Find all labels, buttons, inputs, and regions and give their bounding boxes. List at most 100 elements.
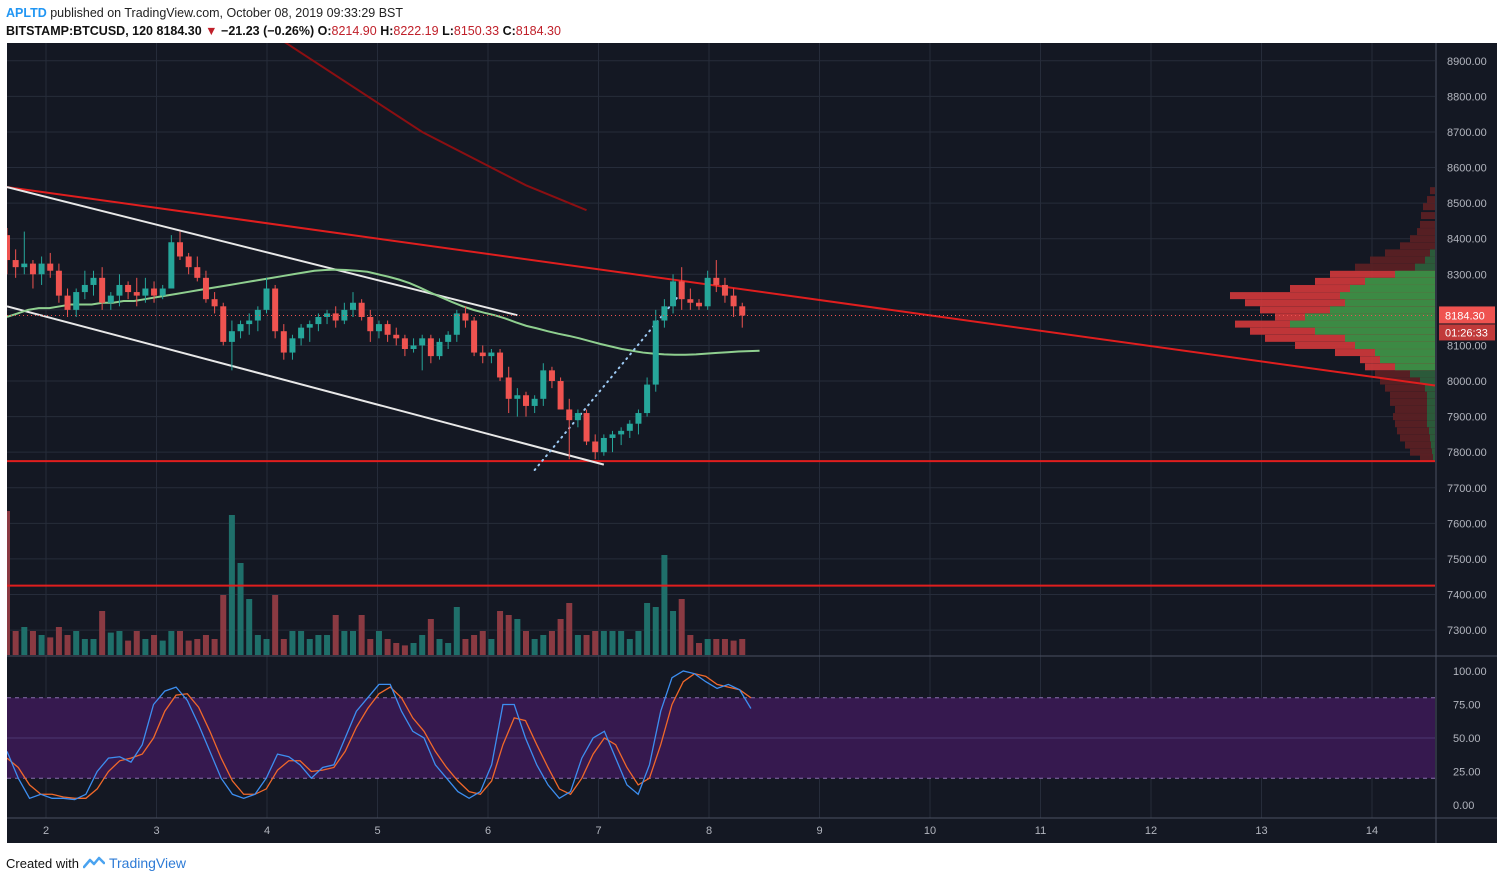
candle-body — [523, 395, 529, 406]
volume-bar — [652, 607, 659, 655]
volume-profile-row — [1385, 384, 1435, 392]
volume-bar — [116, 631, 123, 655]
candles — [4, 228, 746, 460]
volume-profile-up — [1330, 306, 1435, 314]
candle-body — [696, 302, 702, 307]
volume-bar — [670, 611, 677, 655]
volume-profile-up — [1430, 434, 1435, 442]
candle-body — [151, 288, 158, 296]
candle-body — [280, 331, 287, 353]
price-tick-label: 7900.00 — [1447, 412, 1487, 424]
stoch-tick-label: 0.00 — [1453, 800, 1474, 812]
candle-body — [185, 256, 192, 268]
stoch-tick-label: 100.00 — [1453, 666, 1487, 678]
volume-bar — [246, 599, 253, 655]
volume-profile-row — [1370, 256, 1435, 264]
time-tick-label: 9 — [816, 825, 822, 837]
volume-bar — [384, 639, 391, 655]
candle-body — [177, 242, 183, 257]
price-tick-label: 8100.00 — [1447, 340, 1487, 352]
volume-bar — [713, 639, 720, 655]
volume-profile-up — [1429, 427, 1435, 435]
ema200-line — [274, 35, 587, 212]
volume-bar — [90, 639, 97, 655]
candle-body — [81, 284, 88, 293]
volume-bar — [401, 645, 408, 655]
tradingview-brand[interactable]: TradingView — [108, 855, 187, 871]
countdown-badge — [1439, 324, 1495, 341]
author-link[interactable]: APLTD — [6, 6, 47, 20]
candle-body — [592, 441, 599, 453]
volume-bar — [583, 635, 590, 655]
volume-bar — [159, 640, 166, 655]
volume-profile-row — [1410, 235, 1435, 243]
volume-bar — [298, 631, 305, 655]
chart-header: APLTD published on TradingView.com, Octo… — [6, 4, 561, 42]
resistance-trendline — [6, 186, 1436, 387]
volume-bar — [462, 639, 469, 655]
volume-bar — [427, 619, 434, 655]
volume-profile-up — [1427, 413, 1435, 421]
volume-bar — [704, 639, 711, 655]
volume-bar — [635, 631, 642, 655]
volume-bar — [687, 635, 694, 655]
volume-bar — [375, 631, 382, 655]
volume-bar — [133, 631, 140, 655]
volume-bar — [151, 635, 158, 655]
candle-body — [159, 288, 166, 296]
candle-body — [350, 302, 356, 310]
time-tick-label: 4 — [264, 825, 270, 837]
candle-body — [289, 338, 296, 353]
volume-profile-up — [1290, 320, 1435, 328]
volume-profile-row — [1400, 242, 1435, 250]
candle-body — [125, 284, 132, 293]
candle-body — [263, 288, 270, 310]
candle-body — [21, 263, 28, 268]
candle-body — [73, 292, 80, 310]
volume-bar — [64, 635, 71, 655]
chart-canvas[interactable]: 8900.00 8800.00 8700.00 8600.00 8500.00 8400.… — [4, 35, 1497, 843]
volume-profile-up — [1380, 356, 1435, 364]
volume-bar — [358, 615, 365, 655]
volume-profile-up — [1305, 313, 1435, 321]
candle-body — [375, 324, 382, 332]
close-label: C: — [502, 24, 516, 38]
volume-bar — [237, 563, 244, 655]
candle-body — [55, 270, 62, 296]
low-value: 8150.33 — [453, 24, 500, 38]
volume-profile-row — [1393, 413, 1435, 421]
tradingview-logo-icon — [82, 856, 105, 869]
last-price: 8184.30 — [156, 24, 202, 38]
volume-bar — [410, 643, 417, 655]
candle-body — [574, 413, 581, 421]
volume-bar — [618, 631, 625, 655]
volume-bar — [350, 631, 356, 655]
volume-bar — [168, 631, 175, 655]
stoch-lines — [6, 670, 752, 801]
candle-body — [479, 352, 486, 357]
candle-body — [514, 395, 521, 399]
candle-body — [401, 338, 408, 349]
candle-body — [721, 284, 728, 296]
candle-body — [730, 295, 737, 307]
candle-body — [306, 324, 313, 328]
candle-body — [202, 277, 209, 300]
volume-bar — [531, 639, 538, 655]
volume-profile-up — [1350, 285, 1435, 293]
time-tick-label: 8 — [706, 825, 712, 837]
volume-bar — [81, 639, 88, 655]
candle-body — [194, 267, 201, 278]
volume-profile-up — [1340, 292, 1435, 300]
volume-bar — [272, 595, 279, 655]
volume-bar — [721, 639, 728, 655]
price-tick-label: 8300.00 — [1447, 269, 1487, 281]
volume-bar — [211, 639, 218, 655]
candle-body — [497, 352, 504, 378]
candle-body — [332, 313, 339, 321]
candle-body — [384, 324, 391, 335]
open-label: O: — [317, 24, 332, 38]
volume-bar — [609, 631, 616, 655]
candle-body — [505, 377, 512, 399]
chart-area[interactable]: 8900.00 8800.00 8700.00 8600.00 8500.00 8400.… — [4, 35, 1497, 843]
time-tick-label: 12 — [1145, 825, 1157, 837]
